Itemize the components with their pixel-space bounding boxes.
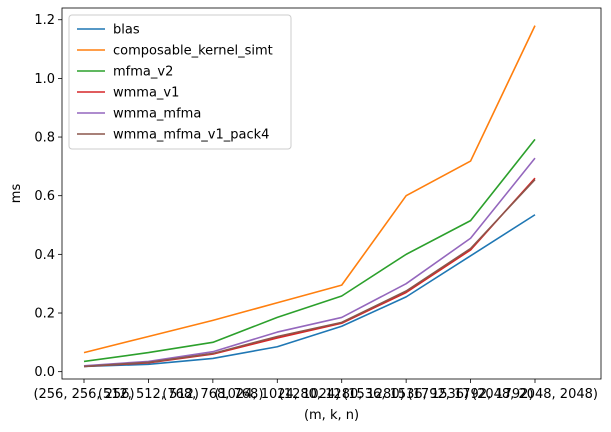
y-tick-label: 0.8: [34, 131, 55, 146]
y-tick-label: 1.0: [34, 72, 55, 87]
legend-label: wmma_v1: [113, 86, 179, 101]
legend: blas composable_kernel_simt mfma_v2 wmma_v1…: [68, 14, 292, 150]
y-tick-label: 0.2: [34, 307, 55, 322]
y-tick-label: 0.4: [34, 248, 55, 263]
legend-label: mfma_v2: [113, 65, 173, 80]
y-axis-label: ms: [9, 184, 24, 204]
x-tick-label: (256, 256, 256): [33, 387, 134, 402]
x-tick-label: (2048, 2048, 2048): [472, 387, 598, 402]
series-line-blas: [83, 214, 536, 368]
x-tick-label: (1280, 1280, 1280): [279, 387, 405, 402]
legend-label: wmma_mfma_v1_pack4: [113, 128, 269, 143]
series-line-wmma_mfma: [83, 157, 536, 367]
x-tick-label: (1536, 1536, 1536): [343, 387, 469, 402]
x-tick-label: (768, 768, 768): [162, 387, 263, 402]
x-tick-label: (1024, 1024, 1024): [214, 387, 340, 402]
x-tick-label: (512, 512, 512): [98, 387, 199, 402]
series-layer: [83, 25, 536, 368]
series-line-mfma_v2: [83, 138, 536, 363]
legend-box: [68, 14, 292, 150]
legend-label: composable_kernel_simt: [113, 44, 273, 59]
y-axis: 0.0 0.2 0.4 0.6 0.8 1.0 1.2: [34, 13, 62, 380]
plot-frame: [61, 7, 602, 380]
legend-label: blas: [113, 23, 140, 38]
y-tick-label: 0.6: [34, 189, 55, 204]
x-axis: (256, 256, 256)(512, 512, 512)(768, 768,…: [33, 379, 598, 402]
x-tick-label: (1792, 1792, 1792): [408, 387, 534, 402]
series-line-wmma_v1: [83, 177, 536, 368]
series-line-composable_kernel_simt: [83, 25, 536, 354]
y-tick-label: 1.2: [34, 13, 55, 28]
x-axis-label: (m, k, n): [304, 408, 359, 423]
legend-label: wmma_mfma: [113, 107, 201, 122]
series-line-wmma_mfma_v1_pack4: [83, 179, 536, 368]
y-tick-label: 0.0: [34, 365, 55, 380]
